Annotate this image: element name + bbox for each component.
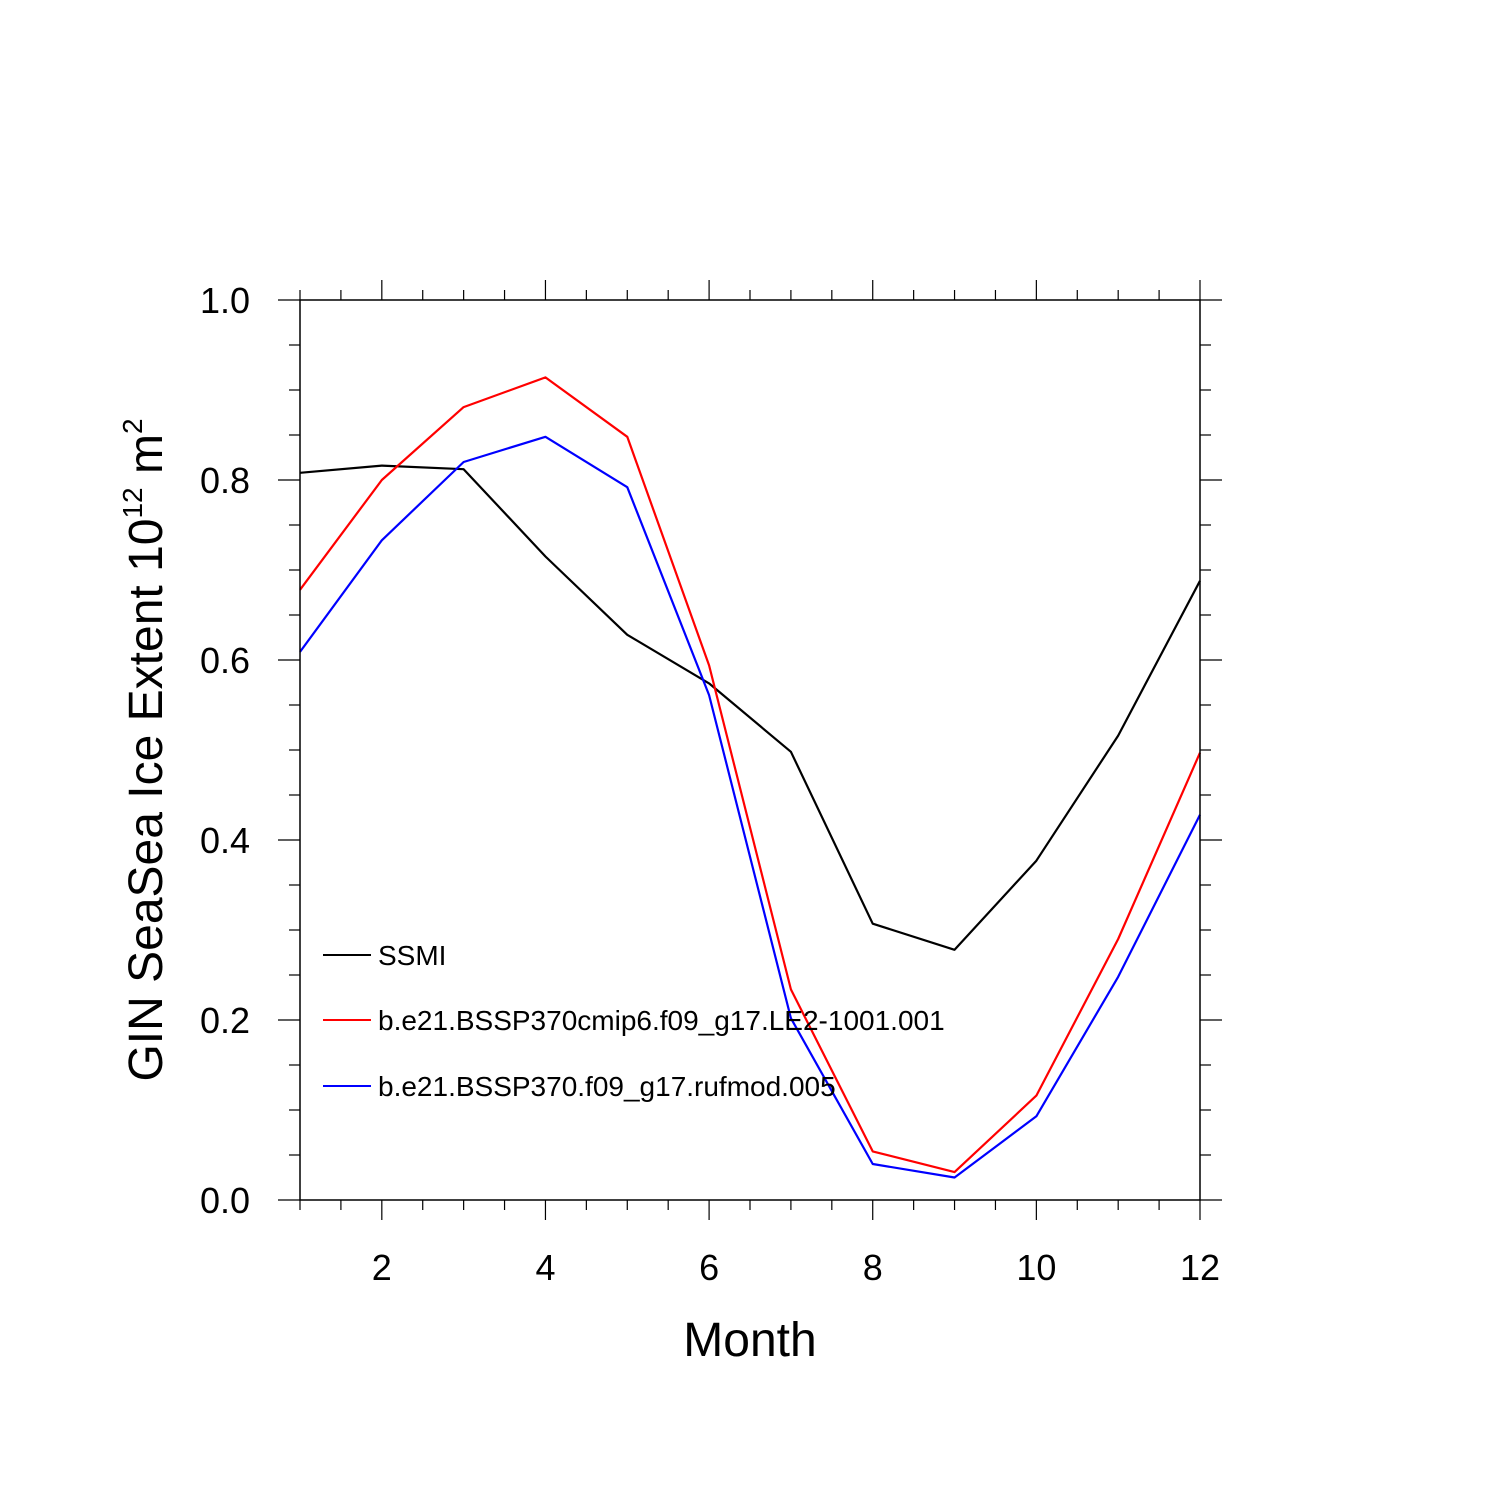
series-line-le2: [299, 376, 1202, 1174]
axis-ticks: [278, 280, 1222, 1220]
x-tick-label: 2: [372, 1247, 392, 1288]
y-axis-title-exponent: 12: [117, 487, 148, 518]
plot-series: [299, 376, 1202, 1179]
legend-item-ssmi: SSMI: [323, 940, 446, 971]
y-tick-label: 0.8: [200, 460, 250, 501]
x-tick-label: 8: [863, 1247, 883, 1288]
y-axis-title: GIN SeaSea Ice Extent 1012 m2: [117, 418, 173, 1081]
tick-labels: 2 4 6 8 10 12 0.0 0.2 0.4 0.6 0.8 1.0: [200, 280, 1220, 1288]
x-tick-label: 6: [699, 1247, 719, 1288]
legend-item-le2: b.e21.BSSP370cmip6.f09_g17.LE2-1001.001: [323, 1005, 945, 1036]
y-tick-label: 0.2: [200, 1000, 250, 1041]
y-axis-title-main: GIN SeaSea Ice Extent 10: [120, 519, 173, 1082]
legend: SSMI b.e21.BSSP370cmip6.f09_g17.LE2-1001…: [323, 940, 945, 1102]
y-tick-label: 0.4: [200, 820, 250, 861]
legend-label-rufmod: b.e21.BSSP370.f09_g17.rufmod.005: [378, 1071, 836, 1102]
legend-label-le2: b.e21.BSSP370cmip6.f09_g17.LE2-1001.001: [378, 1005, 945, 1036]
y-axis-title-unit: m: [120, 434, 173, 487]
x-tick-label: 12: [1180, 1247, 1220, 1288]
y-tick-label: 0.0: [200, 1180, 250, 1221]
y-axis-title-unit-exponent: 2: [117, 418, 148, 434]
series-line-rufmod: [299, 435, 1201, 1179]
x-tick-label: 10: [1016, 1247, 1056, 1288]
legend-item-rufmod: b.e21.BSSP370.f09_g17.rufmod.005: [323, 1071, 836, 1102]
plot-frame: [299, 299, 1201, 1201]
x-axis-title: Month: [683, 1314, 816, 1367]
legend-label-ssmi: SSMI: [378, 940, 446, 971]
series-line-ssmi: [299, 464, 1201, 951]
y-tick-label: 0.6: [200, 640, 250, 681]
x-tick-label: 4: [535, 1247, 555, 1288]
y-tick-label: 1.0: [200, 280, 250, 321]
